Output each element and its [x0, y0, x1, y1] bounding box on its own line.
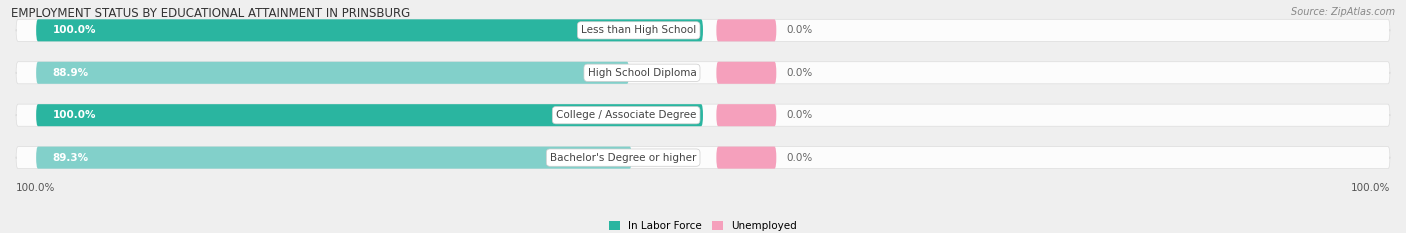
Text: College / Associate Degree: College / Associate Degree — [555, 110, 696, 120]
Text: 89.3%: 89.3% — [53, 153, 89, 163]
Text: 88.9%: 88.9% — [53, 68, 89, 78]
Legend: In Labor Force, Unemployed: In Labor Force, Unemployed — [609, 221, 797, 231]
Text: 100.0%: 100.0% — [53, 25, 96, 35]
Text: 0.0%: 0.0% — [786, 153, 813, 163]
FancyBboxPatch shape — [37, 62, 628, 84]
FancyBboxPatch shape — [716, 147, 776, 169]
FancyBboxPatch shape — [37, 147, 631, 169]
Text: 0.0%: 0.0% — [786, 25, 813, 35]
Text: Less than High School: Less than High School — [581, 25, 696, 35]
Text: High School Diploma: High School Diploma — [588, 68, 696, 78]
Text: EMPLOYMENT STATUS BY EDUCATIONAL ATTAINMENT IN PRINSBURG: EMPLOYMENT STATUS BY EDUCATIONAL ATTAINM… — [11, 7, 411, 20]
FancyBboxPatch shape — [37, 104, 703, 126]
Text: 0.0%: 0.0% — [786, 110, 813, 120]
FancyBboxPatch shape — [716, 62, 776, 84]
Text: 100.0%: 100.0% — [1351, 183, 1391, 193]
Text: Source: ZipAtlas.com: Source: ZipAtlas.com — [1291, 7, 1395, 17]
FancyBboxPatch shape — [716, 104, 776, 126]
FancyBboxPatch shape — [15, 104, 1391, 126]
Text: 100.0%: 100.0% — [15, 183, 55, 193]
FancyBboxPatch shape — [15, 147, 1391, 169]
FancyBboxPatch shape — [15, 19, 1391, 41]
Text: 0.0%: 0.0% — [786, 68, 813, 78]
Text: Bachelor's Degree or higher: Bachelor's Degree or higher — [550, 153, 696, 163]
FancyBboxPatch shape — [716, 19, 776, 41]
FancyBboxPatch shape — [37, 19, 703, 41]
Text: 100.0%: 100.0% — [53, 110, 96, 120]
FancyBboxPatch shape — [15, 62, 1391, 84]
